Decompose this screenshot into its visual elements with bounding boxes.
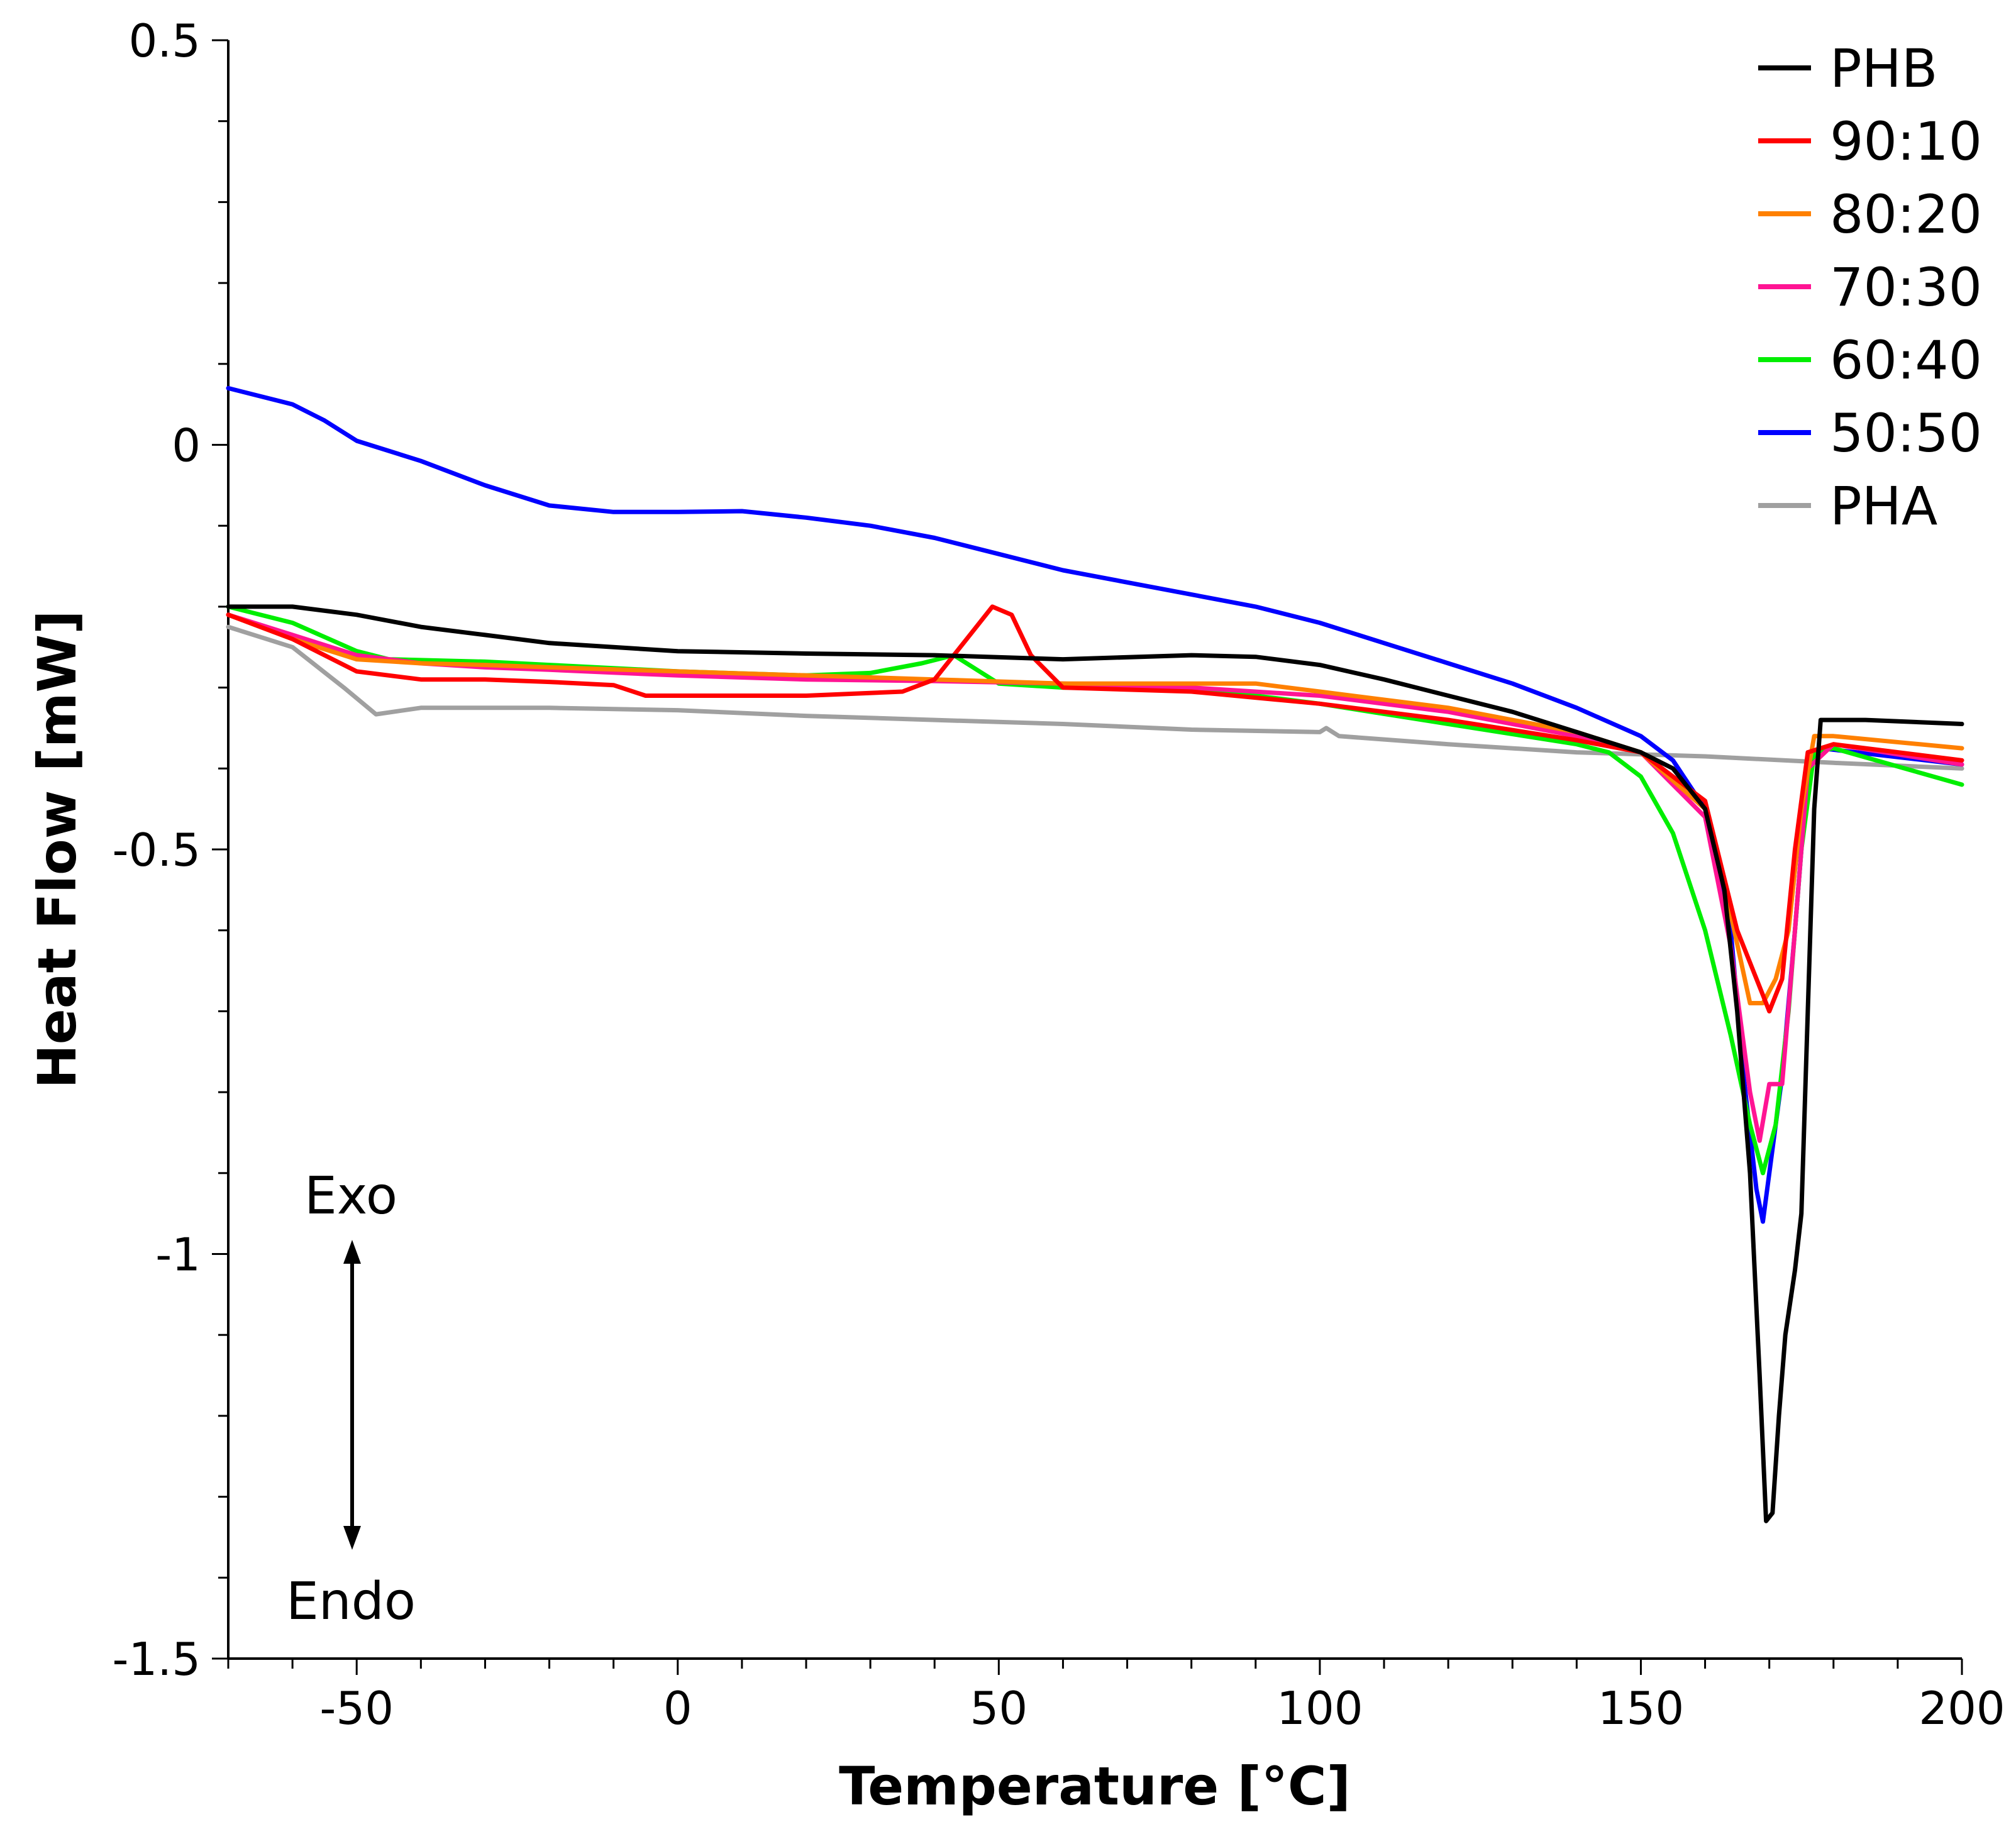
x-tick-label: 200 [1919,1682,2005,1735]
series-line-pha [226,624,1964,771]
legend-label: 70:30 [1830,257,1982,318]
x-tick-label: 100 [1277,1682,1363,1735]
series-line-60-40 [226,604,1964,1176]
y-tick-label: 0.5 [128,14,201,67]
y-tick-label: -1.5 [113,1633,201,1686]
legend-label: 60:40 [1830,329,1982,391]
x-axis-title: Temperature [°C] [839,1755,1351,1817]
legend-label: PHA [1830,475,1937,537]
y-axis-title: Heat Flow [mW] [26,610,88,1088]
endo-arrow-head [343,1526,361,1550]
series-line-50-50 [226,385,1964,1224]
x-tick-label: -50 [319,1682,394,1735]
series-line-phb [226,604,1964,1523]
x-tick-label: 0 [663,1682,692,1735]
legend-label: PHB [1830,38,1937,99]
exo-arrow-head [343,1240,361,1264]
y-tick-label: -0.5 [113,824,201,876]
x-tick-label: 50 [970,1682,1028,1735]
series-line-80-20 [226,612,1964,1005]
exo-endo-annotation: Exo Endo [286,1166,416,1632]
y-tick-label: 0 [172,419,201,472]
y-ticks: 0.5 0 -0.5 -1 -1.5 [113,14,228,1686]
legend: PHB 90:10 80:20 70:30 60:40 50:50 PHA [1758,38,1982,537]
legend-label: 50:50 [1830,402,1982,464]
exo-label: Exo [304,1166,397,1226]
axes: -50 0 50 100 150 200 0.5 0 -0.5 -1 -1.5 [113,14,2005,1735]
x-tick-label: 150 [1598,1682,1684,1735]
legend-label: 80:20 [1830,184,1982,245]
x-ticks: -50 0 50 100 150 200 [227,1659,2005,1735]
series-line-70-30 [226,612,1964,1143]
y-tick-label: -1 [155,1229,201,1281]
legend-label: 90:10 [1830,111,1982,172]
endo-label: Endo [286,1572,416,1632]
series-layer [226,385,1964,1523]
series-line-90-10 [226,604,1964,1014]
